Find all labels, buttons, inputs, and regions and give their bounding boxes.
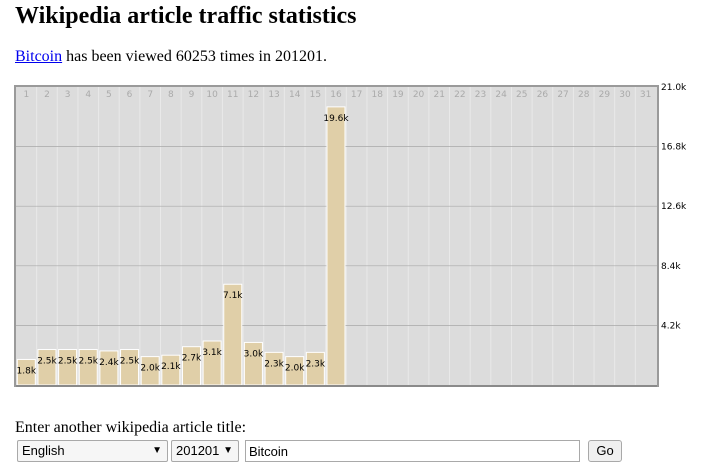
view-count: 60253: [176, 48, 216, 65]
month-select-value: 201201: [176, 443, 219, 458]
day-label: 20: [413, 90, 425, 100]
day-label: 28: [578, 90, 590, 100]
day-label: 14: [289, 90, 301, 100]
day-label: 2: [44, 90, 50, 100]
day-label: 26: [537, 90, 549, 100]
bar-value-label: 2.4k: [99, 358, 119, 368]
bar-value-label: 2.0k: [140, 364, 160, 374]
summary-text-3: .: [323, 48, 327, 65]
day-label: 13: [268, 90, 279, 100]
chevron-down-icon: ▼: [223, 443, 233, 459]
y-tick-label: 16.8k: [661, 143, 687, 153]
bar-day-6: [121, 350, 139, 385]
summary-text-1: has been viewed: [62, 48, 176, 65]
bar-value-label: 2.3k: [264, 359, 284, 369]
day-label: 11: [227, 90, 238, 100]
y-tick-label: 21.0k: [661, 83, 687, 93]
day-label: 29: [599, 90, 611, 100]
day-label: 21: [433, 90, 444, 100]
summary-month: 201201: [275, 48, 323, 65]
day-label: 12: [248, 90, 259, 100]
day-label: 25: [516, 90, 527, 100]
bar-value-label: 2.5k: [120, 357, 140, 367]
bar-value-label: 2.5k: [37, 357, 57, 367]
bar-value-label: 2.5k: [58, 357, 78, 367]
day-label: 27: [557, 90, 568, 100]
bar-value-label: 3.0k: [244, 349, 264, 359]
bar-day-5: [100, 351, 118, 385]
bar-value-label: 2.1k: [161, 362, 181, 372]
bar-value-label: 2.5k: [78, 357, 98, 367]
go-button[interactable]: Go: [588, 440, 622, 462]
day-label: 3: [65, 90, 71, 100]
article-title-input[interactable]: [245, 440, 580, 462]
bar-value-label: 7.1k: [223, 291, 243, 301]
day-label: 16: [330, 90, 342, 100]
y-tick-label: 12.6k: [661, 202, 687, 212]
day-label: 4: [85, 90, 91, 100]
day-label: 22: [454, 90, 465, 100]
month-select[interactable]: 201201 ▼: [171, 440, 239, 462]
day-label: 10: [206, 90, 218, 100]
form-label: Enter another wikipedia article title:: [15, 418, 246, 438]
view-summary: Bitcoin has been viewed 60253 times in 2…: [15, 47, 327, 67]
bar-value-label: 19.6k: [323, 114, 349, 124]
bar-day-4: [79, 350, 97, 385]
page-title: Wikipedia article traffic statistics: [15, 2, 356, 30]
day-label: 8: [168, 90, 174, 100]
bar-value-label: 2.3k: [306, 359, 326, 369]
day-label: 9: [189, 90, 195, 100]
chevron-down-icon: ▼: [152, 443, 162, 459]
bar-value-label: 1.8k: [17, 366, 37, 376]
day-label: 24: [495, 90, 507, 100]
day-label: 6: [127, 90, 133, 100]
y-tick-label: 4.2k: [661, 321, 681, 331]
day-label: 30: [619, 90, 631, 100]
language-select[interactable]: English ▼: [17, 440, 168, 462]
day-label: 18: [372, 90, 384, 100]
day-label: 7: [147, 90, 153, 100]
language-select-value: English: [22, 443, 65, 458]
day-label: 23: [475, 90, 486, 100]
day-label: 19: [392, 90, 404, 100]
bar-value-label: 3.1k: [202, 348, 222, 358]
bar-day-9: [182, 347, 200, 385]
day-label: 15: [310, 90, 321, 100]
y-tick-label: 8.4k: [661, 262, 681, 272]
summary-text-2: times in: [216, 48, 275, 65]
article-link[interactable]: Bitcoin: [15, 48, 62, 65]
bar-day-2: [38, 350, 56, 385]
day-label: 31: [640, 90, 651, 100]
bar-day-16: [327, 107, 345, 385]
day-label: 17: [351, 90, 362, 100]
bar-value-label: 2.0k: [285, 364, 305, 374]
day-label: 1: [23, 90, 29, 100]
day-label: 5: [106, 90, 112, 100]
bar-value-label: 2.7k: [182, 354, 202, 364]
bar-day-3: [59, 350, 77, 385]
